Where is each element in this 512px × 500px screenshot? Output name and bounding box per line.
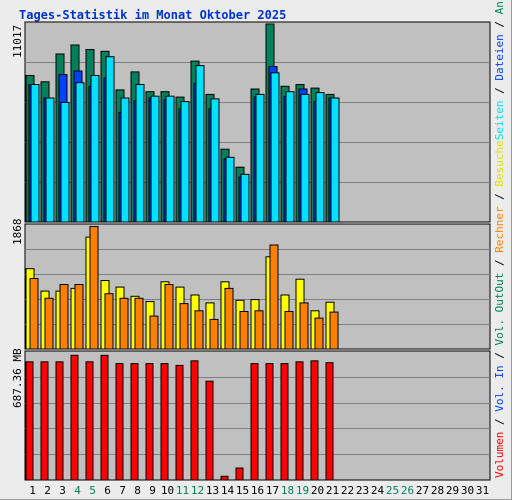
day-label: 29 — [446, 484, 459, 497]
rechner-bar — [314, 317, 324, 350]
rechner-bar — [104, 293, 114, 350]
day-label: 31 — [476, 484, 489, 497]
day-label: 2 — [44, 484, 51, 497]
seiten-bar — [135, 84, 145, 223]
seiten-bar — [255, 93, 265, 223]
seiten-bar — [30, 84, 40, 223]
rechner-bar — [59, 284, 69, 350]
volumen-bar — [85, 361, 94, 481]
volumen-bar — [100, 354, 109, 481]
day-label: 17 — [266, 484, 279, 497]
seiten-bar — [105, 56, 115, 223]
day-label: 26 — [401, 484, 414, 497]
rechner-bar — [179, 303, 189, 350]
seiten-bar — [180, 101, 190, 223]
rechner-bar — [239, 311, 249, 350]
day-label: 8 — [134, 484, 141, 497]
day-label: 7 — [119, 484, 126, 497]
rechner-bar — [329, 311, 339, 350]
day-label: 13 — [206, 484, 219, 497]
volumen-bar — [310, 360, 319, 481]
volumen-bar — [295, 361, 304, 481]
seiten-bar — [90, 75, 100, 223]
seiten-bar — [240, 173, 250, 223]
rechner-bar — [74, 284, 84, 350]
day-label: 21 — [326, 484, 339, 497]
volumen-bar — [160, 363, 169, 481]
day-label: 19 — [296, 484, 309, 497]
day-label: 10 — [161, 484, 174, 497]
rechner-bar — [209, 318, 219, 350]
day-label: 15 — [236, 484, 249, 497]
seiten-bar — [120, 97, 130, 223]
volumen-bar — [70, 354, 79, 481]
day-label: 27 — [416, 484, 429, 497]
day-label: 30 — [461, 484, 474, 497]
seiten-bar — [195, 65, 205, 223]
volumen-bar — [265, 363, 274, 481]
day-label: 11 — [176, 484, 189, 497]
rechner-bar — [194, 310, 204, 350]
day-label: 18 — [281, 484, 294, 497]
rechner-bar — [254, 310, 264, 350]
day-label: 1 — [29, 484, 36, 497]
rechner-bar — [44, 297, 54, 350]
day-label: 5 — [89, 484, 96, 497]
rechner-bar — [149, 315, 159, 350]
day-label: 20 — [311, 484, 324, 497]
day-label: 28 — [431, 484, 444, 497]
rechner-bar — [164, 284, 174, 350]
rechner-bar — [269, 244, 279, 350]
volumen-bar — [325, 362, 334, 481]
day-label: 22 — [341, 484, 354, 497]
volumen-bar — [205, 380, 214, 481]
rechner-bar — [134, 297, 144, 350]
seiten-bar — [210, 98, 220, 223]
volumen-bar — [220, 475, 229, 481]
day-label: 25 — [386, 484, 399, 497]
seiten-bar — [315, 92, 325, 223]
volumen-bar — [115, 363, 124, 481]
seiten-bar — [75, 82, 85, 223]
rechner-bar — [29, 278, 39, 350]
day-label: 4 — [74, 484, 81, 497]
day-label: 12 — [191, 484, 204, 497]
day-label: 16 — [251, 484, 264, 497]
volumen-bar — [55, 361, 64, 481]
day-label: 6 — [104, 484, 111, 497]
day-label: 3 — [59, 484, 66, 497]
seiten-bar — [150, 95, 160, 223]
seiten-bar — [60, 102, 70, 223]
rechner-bar — [284, 311, 294, 350]
rechner-bar — [299, 302, 309, 350]
volumen-bar — [175, 364, 184, 481]
rechner-bar — [89, 226, 99, 350]
seiten-bar — [330, 97, 340, 223]
volumen-bar — [25, 361, 34, 481]
volumen-bar — [235, 467, 244, 481]
day-label: 23 — [356, 484, 369, 497]
seiten-bar — [45, 97, 55, 223]
volumen-bar — [130, 363, 139, 481]
rechner-bar — [119, 297, 129, 350]
seiten-bar — [285, 91, 295, 223]
seiten-bar — [300, 93, 310, 223]
rechner-bar — [224, 287, 234, 350]
volumen-bar — [40, 361, 49, 481]
seiten-bar — [165, 95, 175, 223]
chart-title: Tages-Statistik im Monat Oktober 2025 — [19, 8, 287, 22]
day-label: 9 — [149, 484, 156, 497]
volumen-bar — [280, 363, 289, 481]
seiten-bar — [225, 156, 235, 223]
day-label: 24 — [371, 484, 385, 497]
volumen-bar — [250, 363, 259, 481]
day-label: 14 — [221, 484, 235, 497]
volumen-bar — [145, 363, 154, 481]
volumen-bar — [190, 360, 199, 481]
seiten-bar — [270, 72, 280, 223]
